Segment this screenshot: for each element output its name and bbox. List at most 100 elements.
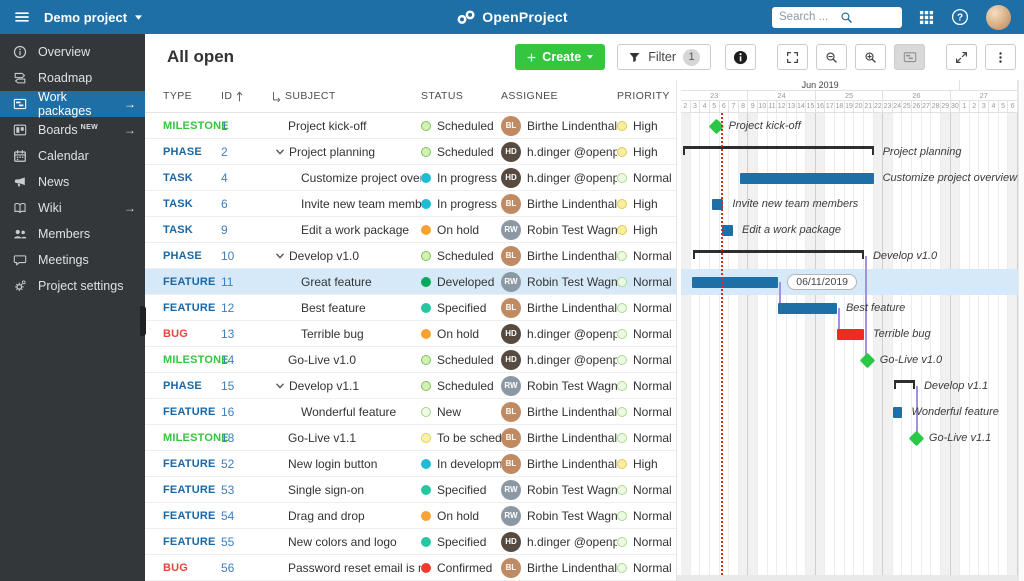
- search-input[interactable]: Search ...: [772, 6, 902, 28]
- work-package-id-link[interactable]: 56: [221, 560, 235, 575]
- gantt-bar[interactable]: [711, 198, 724, 210]
- table-row[interactable]: MILESTONE 1 Project kick-off Scheduled B…: [145, 113, 676, 139]
- work-package-id-link[interactable]: 6: [221, 196, 228, 211]
- work-package-id-link[interactable]: 9: [221, 222, 228, 237]
- gantt-phase-bracket[interactable]: [893, 380, 915, 389]
- assignee-name[interactable]: Birthe Lindenthal: [527, 430, 617, 445]
- expand-collapse-icon[interactable]: [275, 251, 285, 261]
- table-row[interactable]: FEATURE 53 Single sign-on Specified RW R…: [145, 477, 676, 503]
- column-header-status[interactable]: STATUS: [421, 90, 464, 102]
- table-row[interactable]: MILESTONE 18 Go-Live v1.1 To be schedule…: [145, 425, 676, 451]
- gantt-bar[interactable]: [836, 328, 864, 340]
- modules-grid-icon[interactable]: [919, 10, 934, 25]
- assignee-name[interactable]: Robin Test Wagner: [527, 482, 617, 497]
- table-row[interactable]: TASK 4 Customize project overvie... In p…: [145, 165, 676, 191]
- gantt-vertical-scrollbar[interactable]: [1018, 80, 1024, 581]
- sidebar-item-members[interactable]: Members: [0, 221, 145, 247]
- settings-menu-button[interactable]: [985, 44, 1016, 70]
- gantt-horizontal-scrollbar[interactable]: [677, 575, 1018, 581]
- openproject-logo[interactable]: OpenProject: [456, 9, 568, 25]
- assignee-name[interactable]: h.dinger @openproje...: [527, 534, 617, 549]
- table-row[interactable]: BUG 13 Terrible bug On hold HD h.dinger …: [145, 321, 676, 347]
- zoom-out-button[interactable]: [816, 44, 847, 70]
- sidebar-item-boards[interactable]: Boards NEW →: [0, 117, 145, 143]
- sidebar-item-roadmap[interactable]: Roadmap: [0, 65, 145, 91]
- assignee-name[interactable]: Birthe Lindenthal: [527, 196, 617, 211]
- sidebar-item-project-settings[interactable]: Project settings: [0, 273, 145, 299]
- table-row[interactable]: FEATURE 16 Wonderful feature New BL Birt…: [145, 399, 676, 425]
- gantt-toggle-button[interactable]: [894, 44, 925, 70]
- column-header-subject[interactable]: SUBJECT: [271, 90, 421, 102]
- gantt-phase-bracket[interactable]: [682, 146, 874, 155]
- sidebar-item-calendar[interactable]: Calendar: [0, 143, 145, 169]
- assignee-name[interactable]: Birthe Lindenthal: [527, 300, 617, 315]
- sidebar-item-meetings[interactable]: Meetings: [0, 247, 145, 273]
- table-row[interactable]: PHASE 10 Develop v1.0 Scheduled BL Birth…: [145, 243, 676, 269]
- filter-button[interactable]: Filter 1: [617, 44, 711, 70]
- sidebar-item-overview[interactable]: Overview: [0, 39, 145, 65]
- gantt-bar[interactable]: [739, 172, 874, 184]
- work-package-id-link[interactable]: 15: [221, 378, 235, 393]
- table-row[interactable]: TASK 6 Invite new team members In progre…: [145, 191, 676, 217]
- assignee-name[interactable]: Robin Test Wagner: [527, 274, 617, 289]
- table-row[interactable]: FEATURE 52 New login button In developme…: [145, 451, 676, 477]
- assignee-name[interactable]: h.dinger @openproje...: [527, 352, 617, 367]
- work-package-id-link[interactable]: 55: [221, 534, 235, 549]
- table-row[interactable]: PHASE 2 Project planning Scheduled HD h.…: [145, 139, 676, 165]
- assignee-name[interactable]: Birthe Lindenthal: [527, 404, 617, 419]
- zoom-in-button[interactable]: [855, 44, 886, 70]
- table-row[interactable]: FEATURE 12 Best feature Specified BL Bir…: [145, 295, 676, 321]
- assignee-name[interactable]: Robin Test Wagner: [527, 222, 617, 237]
- sidebar-item-work-packages[interactable]: Work packages →: [0, 90, 145, 118]
- sidebar-item-wiki[interactable]: Wiki →: [0, 195, 145, 221]
- column-header-id[interactable]: ID: [221, 90, 271, 102]
- assignee-name[interactable]: Birthe Lindenthal: [527, 560, 617, 575]
- work-package-id-link[interactable]: 13: [221, 326, 235, 341]
- assignee-name[interactable]: Birthe Lindenthal: [527, 248, 617, 263]
- table-row[interactable]: FEATURE 55 New colors and logo Specified…: [145, 529, 676, 555]
- hamburger-menu-icon[interactable]: [0, 0, 44, 34]
- gantt-bar[interactable]: [722, 224, 733, 236]
- expand-collapse-icon[interactable]: [275, 147, 285, 157]
- column-header-priority[interactable]: PRIORITY: [617, 90, 670, 102]
- work-package-id-link[interactable]: 10: [221, 248, 235, 263]
- work-package-id-link[interactable]: 4: [221, 170, 228, 185]
- table-row[interactable]: FEATURE 54 Drag and drop On hold RW Robi…: [145, 503, 676, 529]
- expand-collapse-icon[interactable]: [275, 381, 285, 391]
- assignee-name[interactable]: h.dinger @openproje...: [527, 326, 617, 341]
- work-package-id-link[interactable]: 2: [221, 144, 228, 159]
- work-package-id-link[interactable]: 1: [221, 118, 228, 133]
- info-button[interactable]: [725, 44, 756, 70]
- gantt-phase-bracket[interactable]: [692, 250, 864, 259]
- table-row[interactable]: PHASE 15 Develop v1.1 Scheduled RW Robin…: [145, 373, 676, 399]
- fullscreen-button[interactable]: [777, 44, 808, 70]
- sidebar-resize-handle[interactable]: [140, 306, 146, 336]
- work-package-id-link[interactable]: 54: [221, 508, 235, 523]
- assignee-name[interactable]: h.dinger @openproje...: [527, 144, 617, 159]
- work-package-id-link[interactable]: 52: [221, 456, 235, 471]
- column-header-type[interactable]: TYPE: [163, 90, 193, 102]
- user-avatar[interactable]: [986, 4, 1011, 30]
- create-button[interactable]: Create: [515, 44, 606, 70]
- assignee-name[interactable]: Robin Test Wagner: [527, 378, 617, 393]
- gantt-bar[interactable]: [778, 302, 837, 314]
- table-row[interactable]: TASK 9 Edit a work package On hold RW Ro…: [145, 217, 676, 243]
- work-package-id-link[interactable]: 18: [221, 430, 235, 445]
- assignee-name[interactable]: Birthe Lindenthal: [527, 118, 617, 133]
- table-row[interactable]: MILESTONE 14 Go-Live v1.0 Scheduled HD h…: [145, 347, 676, 373]
- table-row[interactable]: BUG 56 Password reset email is not se...…: [145, 555, 676, 581]
- zoom-to-fit-button[interactable]: [946, 44, 977, 70]
- table-row[interactable]: FEATURE 11 Great feature Developed RW Ro…: [145, 269, 676, 295]
- work-package-id-link[interactable]: 53: [221, 482, 235, 497]
- assignee-name[interactable]: Birthe Lindenthal: [527, 456, 617, 471]
- work-package-id-link[interactable]: 14: [221, 352, 235, 367]
- gantt-bar[interactable]: [691, 276, 779, 288]
- sidebar-item-news[interactable]: News: [0, 169, 145, 195]
- work-package-id-link[interactable]: 16: [221, 404, 235, 419]
- assignee-name[interactable]: h.dinger @openproje...: [527, 170, 617, 185]
- work-package-id-link[interactable]: 11: [221, 274, 234, 289]
- project-selector[interactable]: Demo project: [44, 10, 143, 25]
- column-header-assignee[interactable]: ASSIGNEE: [501, 90, 558, 102]
- help-icon[interactable]: ?: [951, 8, 969, 26]
- gantt-bar[interactable]: [892, 406, 903, 418]
